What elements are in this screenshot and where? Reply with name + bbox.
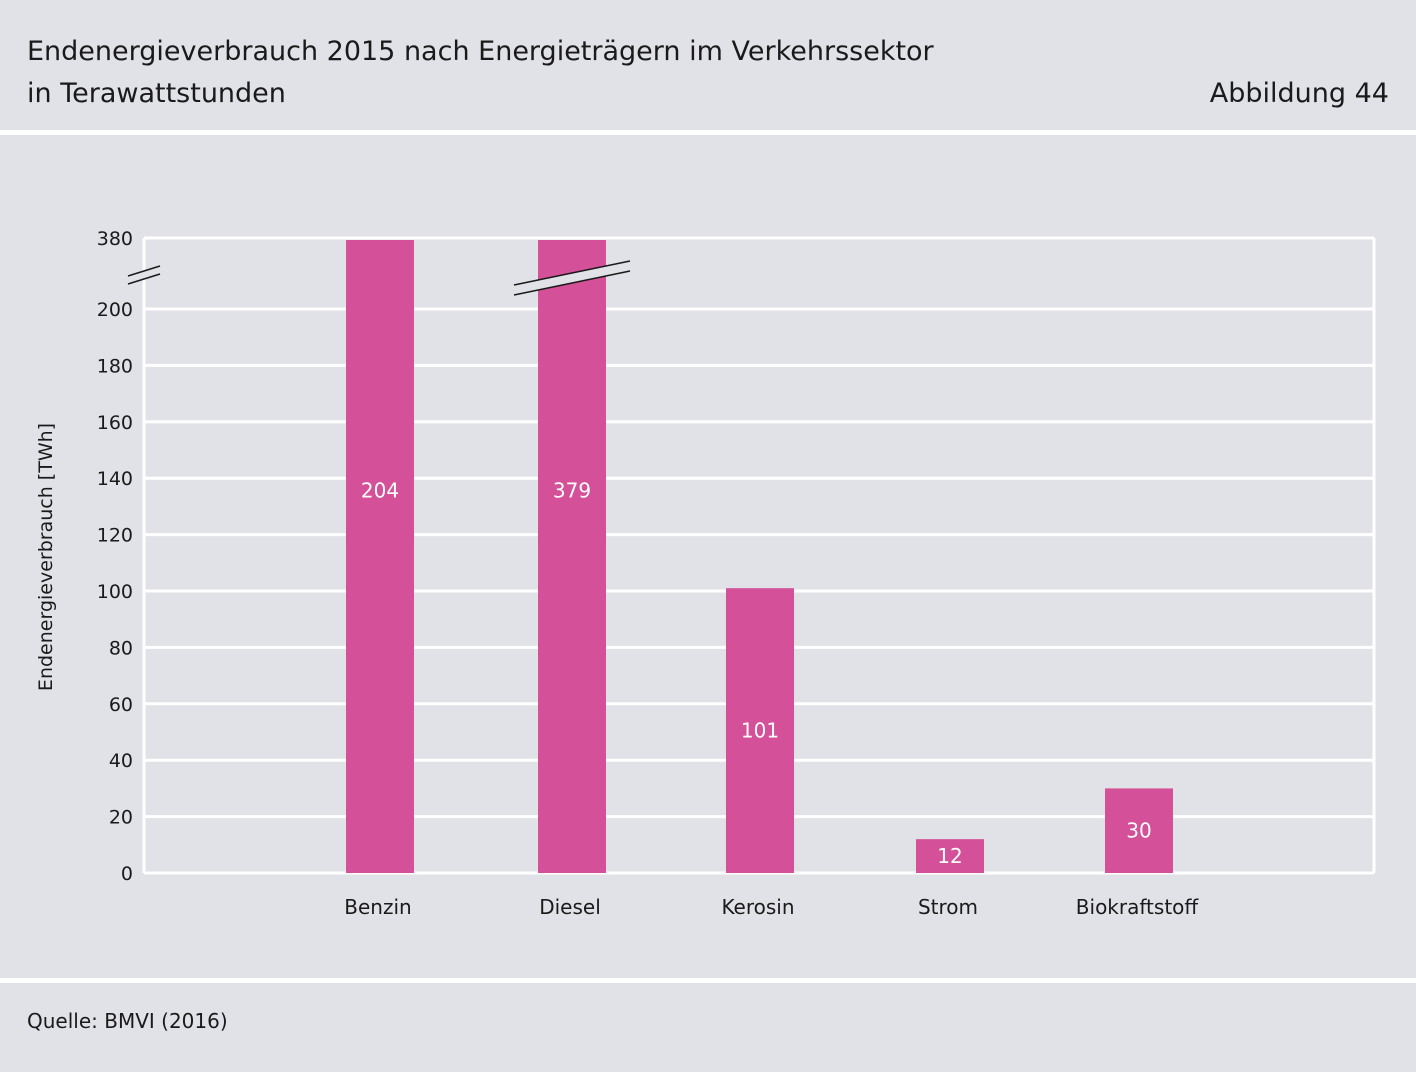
plot-frame bbox=[142, 238, 1376, 873]
bar-value-label: 379 bbox=[553, 479, 591, 503]
bar-value-labels: 204 379 101 12 30 bbox=[361, 479, 1152, 869]
y-tick-label: 60 bbox=[109, 694, 133, 716]
bottom-divider bbox=[0, 1072, 1416, 1077]
bar-diesel bbox=[538, 240, 606, 873]
y-tick-label: 40 bbox=[109, 750, 133, 772]
bar-strom bbox=[916, 839, 984, 873]
y-tick-label: 140 bbox=[97, 468, 133, 490]
y-tick-labels: 0 20 40 60 80 100 120 140 160 180 200 380 bbox=[97, 228, 133, 885]
x-category-label: Benzin bbox=[344, 895, 411, 919]
bar-break-line bbox=[513, 260, 631, 286]
y-axis-break-line bbox=[127, 273, 161, 285]
y-axis-break-gap bbox=[128, 266, 160, 284]
header-divider bbox=[0, 130, 1416, 135]
y-tick-label: 160 bbox=[97, 412, 133, 434]
x-category-labels: Benzin Diesel Kerosin Strom Biokraftstoff bbox=[344, 895, 1199, 919]
x-category-label: Strom bbox=[918, 895, 978, 919]
x-category-label: Biokraftstoff bbox=[1076, 895, 1200, 919]
bar-break-gap bbox=[514, 261, 630, 295]
x-category-label: Diesel bbox=[539, 895, 601, 919]
y-axis-label: Endenergieverbrauch [TWh] bbox=[35, 423, 57, 691]
y-axis-break-line bbox=[127, 265, 161, 277]
figure-label: Abbildung 44 bbox=[1209, 78, 1389, 109]
bar-value-label: 101 bbox=[741, 719, 779, 743]
y-tick-label: 380 bbox=[97, 228, 133, 250]
bar-value-label: 204 bbox=[361, 479, 399, 503]
x-category-label: Kerosin bbox=[721, 895, 794, 919]
y-tick-label: 0 bbox=[121, 863, 133, 885]
footer-divider bbox=[0, 978, 1416, 983]
y-tick-label: 20 bbox=[109, 807, 133, 829]
y-tick-label: 100 bbox=[97, 581, 133, 603]
bar-value-label: 30 bbox=[1126, 819, 1151, 843]
bar-kerosin bbox=[726, 588, 794, 873]
bar-biokraftstoff bbox=[1105, 788, 1173, 873]
bar-value-label: 12 bbox=[937, 844, 962, 868]
chart-subtitle: in Terawattstunden bbox=[27, 78, 286, 109]
y-tick-label: 180 bbox=[97, 355, 133, 377]
bar-break-line bbox=[513, 270, 631, 296]
bar-chart: 204 379 101 12 30 0 20 40 60 80 100 120 140 160 180 20… bbox=[35, 228, 1376, 919]
bars bbox=[346, 240, 1173, 873]
source-note: Quelle: BMVI (2016) bbox=[27, 1009, 228, 1033]
y-tick-label: 120 bbox=[97, 525, 133, 547]
bar-benzin bbox=[346, 240, 414, 873]
axis-break-marks bbox=[127, 260, 631, 296]
chart-header: Endenergieverbrauch 2015 nach Energieträ… bbox=[0, 0, 1416, 130]
chart-title: Endenergieverbrauch 2015 nach Energieträ… bbox=[27, 36, 934, 67]
y-tick-label: 80 bbox=[109, 637, 133, 659]
y-tick-label: 200 bbox=[97, 299, 133, 321]
